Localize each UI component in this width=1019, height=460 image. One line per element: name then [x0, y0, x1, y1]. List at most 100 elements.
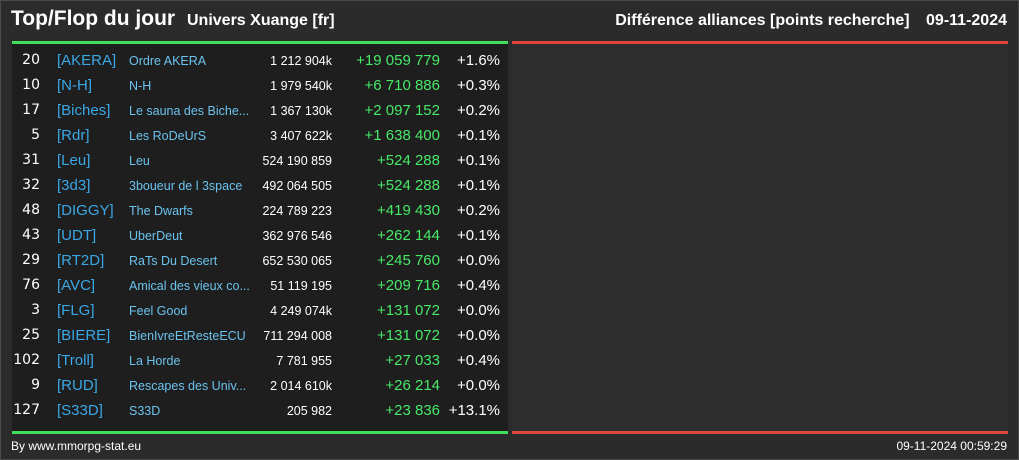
- alliance-name-link[interactable]: N-H: [129, 79, 152, 93]
- table-row: 10 [N-H] N-H 1 979 540k +6 710 886 +0.3%: [12, 73, 508, 98]
- difference-cell: +23 836: [385, 402, 440, 419]
- alliance-tag-link[interactable]: [S33D]: [57, 402, 103, 419]
- alliance-tag-link[interactable]: [DIGGY]: [57, 202, 114, 219]
- percent-cell: +0.1%: [457, 127, 500, 144]
- points-cell: 2 014 610k: [270, 379, 332, 393]
- alliance-tag-link[interactable]: [3d3]: [57, 177, 91, 194]
- points-cell: 4 249 074k: [270, 304, 332, 318]
- percent-cell: +0.1%: [457, 152, 500, 169]
- alliance-tag-link[interactable]: [AKERA]: [57, 52, 117, 69]
- alliance-name-link[interactable]: Les RoDeUrS: [129, 129, 207, 143]
- difference-cell: +524 288: [377, 177, 440, 194]
- alliance-tag-link[interactable]: [BIERE]: [57, 327, 111, 344]
- bottom-divider-green: [12, 431, 508, 434]
- difference-cell: +2 097 152: [364, 102, 441, 119]
- percent-cell: +0.4%: [457, 277, 500, 294]
- top-divider-green: [12, 41, 508, 44]
- top-divider-red: [512, 41, 1008, 44]
- percent-cell: +13.1%: [448, 402, 500, 419]
- table-row: 17 [Biches] Le sauna des Biche... 1 367 130…: [12, 98, 508, 123]
- difference-cell: +524 288: [377, 152, 440, 169]
- alliance-tag-link[interactable]: [Troll]: [57, 352, 94, 369]
- alliance-name-link[interactable]: Rescapes des Univ...: [129, 379, 247, 393]
- table-row: 102 [Troll] La Horde 7 781 955 +27 033 +0.4%: [12, 348, 508, 373]
- alliance-tag-link[interactable]: [N-H]: [57, 77, 92, 94]
- difference-cell: +419 430: [377, 202, 440, 219]
- alliance-tag-link[interactable]: [AVC]: [57, 277, 96, 294]
- table-row: 3 [FLG] Feel Good 4 249 074k +131 072 +0.0%: [12, 298, 508, 323]
- alliance-name-link[interactable]: Ordre AKERA: [129, 54, 207, 68]
- table-row: 48 [DIGGY] The Dwarfs 224 789 223 +419 430 +0…: [12, 198, 508, 223]
- rank-cell: 17: [22, 102, 40, 118]
- alliance-name-link[interactable]: The Dwarfs: [129, 204, 193, 218]
- points-cell: 1 367 130k: [270, 104, 332, 118]
- rank-cell: 127: [13, 402, 40, 418]
- points-cell: 524 190 859: [262, 154, 332, 168]
- difference-cell: +262 144: [377, 227, 440, 244]
- alliance-name-link[interactable]: BienIvreEtResteECU: [129, 329, 246, 343]
- rank-cell: 20: [22, 52, 40, 68]
- alliance-name-link[interactable]: S33D: [129, 404, 161, 418]
- points-cell: 224 789 223: [262, 204, 332, 218]
- rank-cell: 31: [22, 152, 40, 168]
- ranking-type-title: Différence alliances [points recherche] …: [615, 12, 1007, 30]
- points-cell: 711 294 008: [263, 329, 332, 343]
- points-cell: 1 212 904k: [270, 54, 332, 68]
- alliance-tag-link[interactable]: [UDT]: [57, 227, 97, 244]
- rank-cell: 25: [22, 327, 40, 343]
- alliance-tag-link[interactable]: [Leu]: [57, 152, 91, 169]
- table-row: 29 [RT2D] RaTs Du Desert 652 530 065 +245 76…: [12, 248, 508, 273]
- table-row: 127 [S33D] S33D 205 982 +23 836 +13.1%: [12, 398, 508, 423]
- percent-cell: +0.0%: [457, 302, 500, 319]
- bottom-divider-red: [512, 431, 1008, 434]
- alliance-tag-link[interactable]: [Rdr]: [57, 127, 90, 144]
- table-row: 5 [Rdr] Les RoDeUrS 3 407 622k +1 638 400 +0.…: [12, 123, 508, 148]
- table-row: 76 [AVC] Amical des vieux co... 51 119 195 +…: [12, 273, 508, 298]
- alliance-name-link[interactable]: La Horde: [129, 354, 181, 368]
- points-cell: 492 064 505: [262, 179, 332, 193]
- table-row: 25 [BIERE] BienIvreEtResteECU 711 294 008 +1…: [12, 323, 508, 348]
- percent-cell: +0.4%: [457, 352, 500, 369]
- alliance-name-link[interactable]: Le sauna des Biche...: [129, 104, 250, 118]
- source-credit[interactable]: By www.mmorpg-stat.eu: [11, 439, 142, 453]
- alliance-tag-link[interactable]: [Biches]: [57, 102, 111, 119]
- rank-cell: 29: [22, 252, 40, 268]
- alliance-name-link[interactable]: 3boueur de l 3space: [129, 179, 243, 193]
- percent-cell: +0.2%: [457, 102, 500, 119]
- percent-cell: +0.2%: [457, 202, 500, 219]
- flop-list: [512, 44, 1008, 431]
- header: Top/Flop du jour Univers Xuange [fr] Dif…: [1, 1, 1018, 41]
- rank-cell: 5: [31, 127, 40, 143]
- alliance-name-link[interactable]: Leu: [129, 154, 150, 168]
- alliance-name-link[interactable]: UberDeut: [129, 229, 183, 243]
- rank-cell: 10: [22, 77, 40, 93]
- alliance-name-link[interactable]: RaTs Du Desert: [129, 254, 218, 268]
- points-cell: 652 530 065: [262, 254, 332, 268]
- percent-cell: +0.1%: [457, 227, 500, 244]
- difference-cell: +131 072: [377, 302, 440, 319]
- percent-cell: +0.0%: [457, 252, 500, 269]
- difference-cell: +1 638 400: [364, 127, 441, 144]
- points-cell: 205 982: [286, 404, 332, 418]
- percent-cell: +1.6%: [457, 52, 500, 69]
- difference-cell: +209 716: [377, 277, 440, 294]
- alliance-name-link[interactable]: Amical des vieux co...: [129, 279, 250, 293]
- generated-timestamp: 09-11-2024 00:59:29: [896, 439, 1007, 453]
- alliance-tag-link[interactable]: [RUD]: [57, 377, 98, 394]
- alliance-tag-link[interactable]: [FLG]: [57, 302, 95, 319]
- universe-subtitle: Univers Xuange [fr]: [187, 12, 335, 29]
- points-cell: 362 976 546: [262, 229, 332, 243]
- percent-cell: +0.0%: [457, 377, 500, 394]
- alliance-tag-link[interactable]: [RT2D]: [57, 252, 105, 269]
- alliance-name-link[interactable]: Feel Good: [129, 304, 188, 318]
- difference-cell: +27 033: [385, 352, 440, 369]
- difference-cell: +131 072: [377, 327, 440, 344]
- ranking-date: 09-11-2024: [926, 12, 1007, 29]
- percent-cell: +0.0%: [457, 327, 500, 344]
- difference-cell: +245 760: [377, 252, 440, 269]
- table-row: 32 [3d3] 3boueur de l 3space 492 064 505 +52…: [12, 173, 508, 198]
- rank-cell: 102: [13, 352, 40, 368]
- rank-cell: 3: [31, 302, 40, 318]
- points-cell: 1 979 540k: [270, 79, 332, 93]
